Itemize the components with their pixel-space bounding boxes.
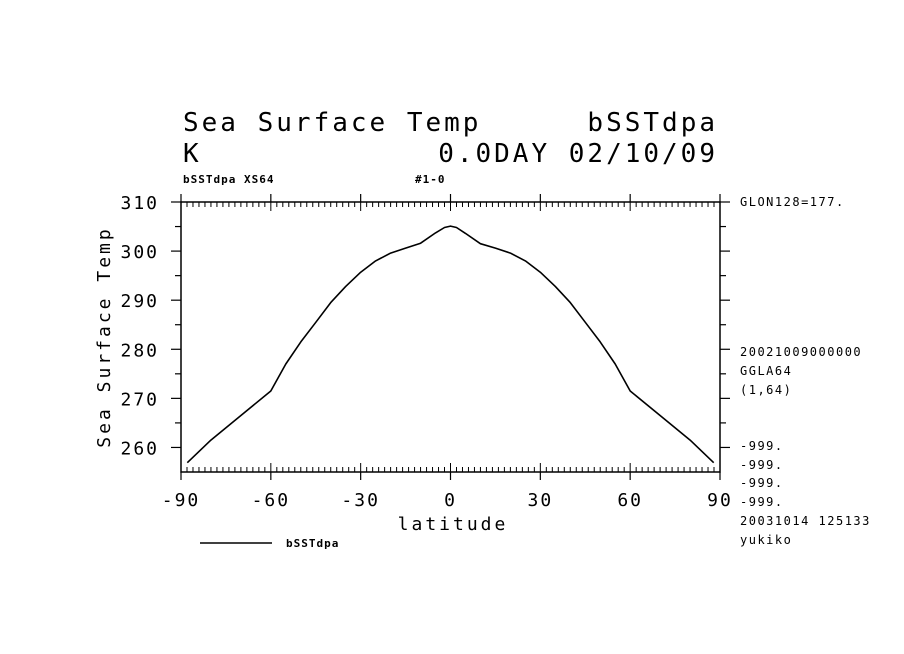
chart-title: Sea Surface Temp (183, 108, 481, 138)
y-tick-label: 280 (120, 340, 159, 361)
dataset-name: bSSTdpa (587, 108, 718, 138)
y-axis-label: Sea Surface Temp (94, 226, 115, 447)
user-label: yukiko (740, 533, 792, 547)
sub-left-label: bSSTdpa XS64 (183, 173, 274, 186)
x-tick-label: 0 (444, 490, 457, 511)
day-date-label: 0.0DAY 02/10/09 (438, 139, 718, 169)
grid-label: GGLA64 (740, 364, 792, 378)
legend-label-bsstdpa: bSSTdpa (286, 537, 339, 550)
y-tick-label: 310 (120, 193, 159, 214)
y-tick-label: 300 (120, 242, 159, 263)
x-axis-tick-labels: -90 -60 -30 0 30 60 90 (162, 490, 733, 511)
x-tick-label: -90 (162, 490, 201, 511)
created-label: 20031014 125133 (740, 514, 871, 528)
missing-value-1: -999. (740, 439, 784, 453)
y-tick-label: 270 (120, 389, 159, 410)
series-line-bsstdpa (186, 225, 715, 464)
x-tick-label: -30 (341, 490, 380, 511)
x-axis-ticks (180, 194, 721, 480)
plot-frame (180, 201, 721, 473)
x-tick-label: -60 (252, 490, 291, 511)
glon-label: GLON128=177. (740, 195, 845, 209)
unit-label: K (183, 139, 202, 169)
y-axis-ticks (171, 201, 730, 449)
missing-value-2: -999. (740, 458, 784, 472)
x-axis-label: latitude (398, 514, 509, 535)
missing-value-4: -999. (740, 495, 784, 509)
x-tick-label: 30 (527, 490, 553, 511)
y-tick-label: 290 (120, 291, 159, 312)
missing-value-3: -999. (740, 476, 784, 490)
range-label: (1,64) (740, 383, 792, 397)
x-tick-label: 90 (707, 490, 733, 511)
y-axis-tick-labels: 260 270 280 290 300 310 (120, 193, 159, 459)
x-tick-label: 60 (617, 490, 643, 511)
timestamp-label: 20021009000000 (740, 345, 862, 359)
sub-mid-label: #1-0 (415, 173, 446, 186)
y-tick-label: 260 (120, 438, 159, 459)
